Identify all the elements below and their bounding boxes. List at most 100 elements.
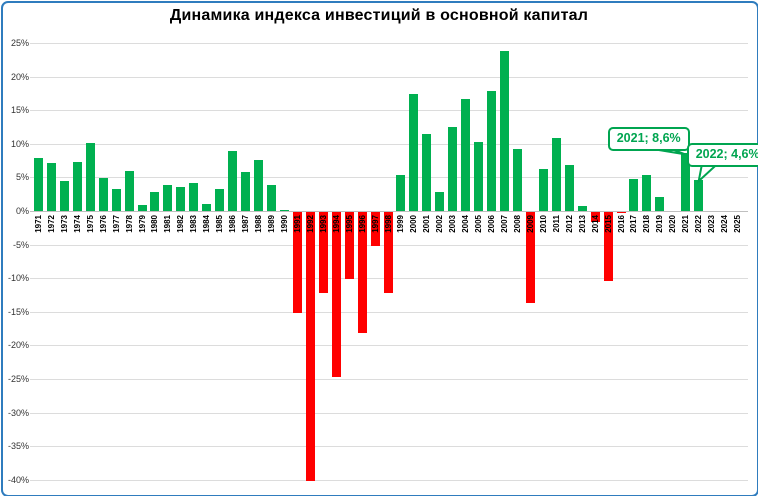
x-tick-label: 2006: [487, 215, 497, 233]
bar-2011: [551, 138, 561, 211]
x-tick-label: 2020: [668, 215, 678, 233]
x-tick-label: 1992: [305, 215, 315, 233]
bar-2016: [616, 212, 626, 214]
bar-1980: [150, 191, 160, 211]
y-tick-label: 15%: [10, 105, 29, 116]
x-tick-label: 1981: [163, 215, 173, 233]
bar-2019: [655, 196, 665, 211]
x-tick-label: 2005: [474, 215, 484, 233]
bar-1995: [344, 212, 354, 280]
gridline: [30, 143, 748, 145]
x-tick-label: 1996: [357, 215, 367, 233]
x-tick-label: 1995: [344, 215, 354, 233]
bar-1983: [189, 182, 199, 211]
x-tick-label: 1972: [46, 215, 56, 233]
bar-1997: [370, 212, 380, 246]
x-tick-label: 2017: [629, 215, 639, 233]
gridline: [30, 379, 748, 380]
bar-1988: [254, 159, 264, 211]
y-tick-label: -25%: [7, 374, 29, 384]
bar-2008: [512, 148, 522, 211]
bar-2010: [538, 168, 548, 211]
x-tick-label: 1990: [279, 215, 289, 233]
x-tick-label: 2007: [500, 215, 509, 233]
y-tick-label: 5%: [15, 172, 29, 183]
bar-1986: [228, 151, 238, 211]
bar-1974: [72, 161, 82, 211]
x-tick-label: 1971: [33, 215, 43, 233]
x-tick-label: 1973: [59, 215, 69, 233]
bar-1999: [396, 175, 406, 211]
gridline: [30, 446, 748, 448]
bar-2001: [422, 133, 432, 211]
zero-axis-line: [30, 211, 748, 212]
bar-1982: [176, 186, 186, 211]
bar-1975: [85, 143, 95, 211]
x-tick-label: 2009: [525, 215, 535, 233]
x-tick-label: 1983: [189, 215, 199, 233]
y-tick-label: 10%: [10, 138, 29, 149]
bar-2002: [435, 192, 445, 211]
bar-1985: [215, 188, 225, 211]
bar-2018: [642, 174, 652, 211]
x-tick-label: 1994: [331, 215, 341, 233]
x-tick-label: 2000: [409, 215, 419, 233]
bar-1973: [59, 181, 69, 211]
y-tick-label: -30%: [7, 407, 29, 418]
x-tick-label: 1988: [254, 215, 264, 233]
x-tick-label: 1982: [176, 215, 186, 233]
x-tick-label: 2015: [603, 215, 613, 233]
data-label-callout-2022: 2022; 4,6%: [686, 143, 758, 167]
x-tick-label: 2012: [564, 215, 574, 233]
y-tick-label: -5%: [12, 239, 29, 250]
gridline: [30, 345, 748, 347]
bar-1987: [241, 172, 251, 211]
x-tick-label: 2018: [642, 215, 652, 233]
bar-2006: [487, 91, 497, 211]
y-tick-label: 20%: [10, 71, 29, 82]
bar-2014: [590, 212, 600, 223]
bar-1971: [33, 157, 43, 211]
x-tick-label: 2008: [512, 215, 522, 233]
bar-1994: [331, 212, 341, 377]
x-tick-label: 1991: [292, 215, 302, 233]
x-tick-label: 1989: [266, 215, 276, 233]
x-tick-label: 1977: [111, 215, 121, 233]
x-tick-label: 1980: [150, 215, 160, 233]
bar-1978: [124, 170, 134, 211]
x-tick-label: 1976: [98, 215, 108, 233]
x-tick-label: 2014: [590, 215, 600, 233]
chart-title: Динамика индекса инвестиций в основной к…: [169, 7, 589, 24]
bar-2004: [461, 98, 471, 211]
x-tick-label: 1984: [202, 215, 212, 233]
gridline: [30, 412, 748, 414]
x-tick-label: 2022: [694, 215, 704, 233]
x-tick-label: 1975: [85, 215, 95, 233]
bar-1984: [202, 203, 212, 211]
bar-2017: [629, 178, 639, 211]
y-tick-label: -40%: [7, 474, 29, 485]
bar-1993: [318, 212, 328, 293]
x-tick-label: 1974: [72, 215, 82, 233]
bar-2022: [694, 180, 704, 211]
bar-1981: [163, 184, 173, 211]
x-tick-label: 1978: [124, 215, 134, 233]
gridline: [30, 479, 748, 481]
gridline: [30, 43, 748, 44]
gridline: [30, 76, 748, 78]
x-tick-label: 1979: [137, 215, 147, 233]
bar-2007: [500, 51, 509, 211]
x-tick-label: 1993: [318, 215, 328, 233]
x-tick-label: 2023: [707, 215, 717, 233]
bar-1979: [137, 204, 147, 211]
x-tick-label: 2003: [448, 215, 458, 233]
x-tick-label: 2024: [720, 215, 730, 233]
y-tick-label: 0%: [15, 206, 29, 216]
x-tick-label: 1999: [396, 215, 406, 233]
x-tick-label: 1998: [383, 215, 393, 233]
gridline: [30, 110, 748, 112]
x-tick-label: 2016: [616, 215, 626, 233]
bar-2003: [448, 127, 458, 211]
